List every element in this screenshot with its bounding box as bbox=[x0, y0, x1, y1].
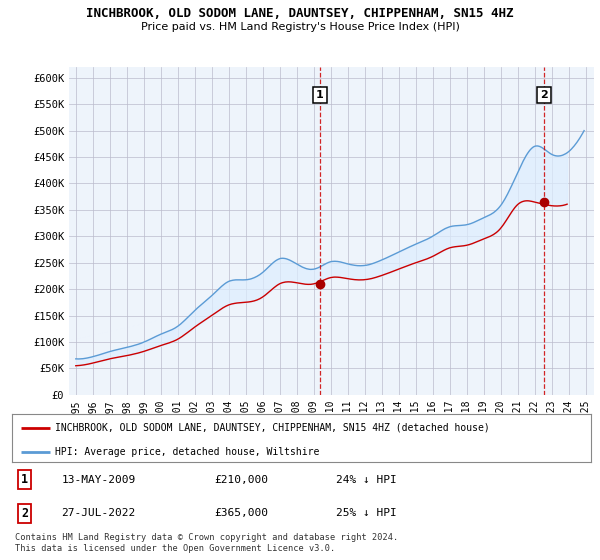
Text: Price paid vs. HM Land Registry's House Price Index (HPI): Price paid vs. HM Land Registry's House … bbox=[140, 22, 460, 32]
Text: 1: 1 bbox=[316, 90, 324, 100]
Text: HPI: Average price, detached house, Wiltshire: HPI: Average price, detached house, Wilt… bbox=[55, 446, 320, 456]
Text: 2: 2 bbox=[541, 90, 548, 100]
Text: INCHBROOK, OLD SODOM LANE, DAUNTSEY, CHIPPENHAM, SN15 4HZ: INCHBROOK, OLD SODOM LANE, DAUNTSEY, CHI… bbox=[86, 7, 514, 20]
Text: 24% ↓ HPI: 24% ↓ HPI bbox=[336, 475, 397, 484]
Text: Contains HM Land Registry data © Crown copyright and database right 2024.
This d: Contains HM Land Registry data © Crown c… bbox=[15, 533, 398, 553]
Text: 13-MAY-2009: 13-MAY-2009 bbox=[61, 475, 136, 484]
Text: £210,000: £210,000 bbox=[215, 475, 269, 484]
Text: £365,000: £365,000 bbox=[215, 508, 269, 518]
Text: 2: 2 bbox=[21, 507, 28, 520]
Text: 25% ↓ HPI: 25% ↓ HPI bbox=[336, 508, 397, 518]
Text: 27-JUL-2022: 27-JUL-2022 bbox=[61, 508, 136, 518]
Text: INCHBROOK, OLD SODOM LANE, DAUNTSEY, CHIPPENHAM, SN15 4HZ (detached house): INCHBROOK, OLD SODOM LANE, DAUNTSEY, CHI… bbox=[55, 423, 490, 433]
Text: 1: 1 bbox=[21, 473, 28, 486]
